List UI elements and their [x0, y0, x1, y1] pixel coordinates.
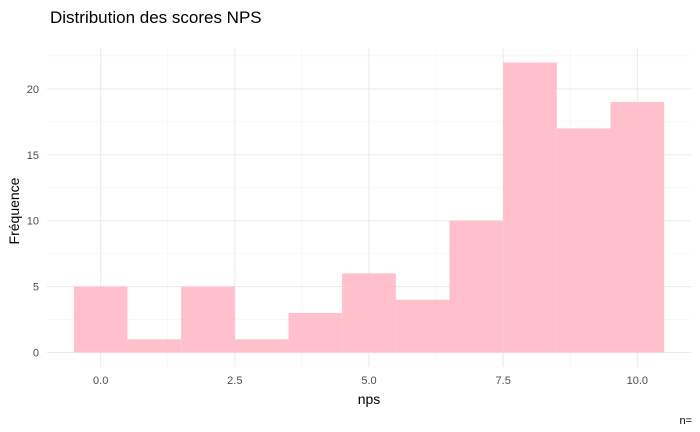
histogram-bar [503, 62, 557, 353]
histogram-bar [556, 128, 611, 353]
y-tick-label: 20 [27, 84, 39, 96]
histogram-bar [342, 273, 396, 353]
chart-title: Distribution des scores NPS [50, 8, 262, 27]
x-tick-label: 10.0 [627, 375, 648, 387]
y-tick-label: 10 [27, 216, 39, 228]
y-axis-title: Fréquence [6, 177, 22, 244]
y-axis-tick-labels: 0 5 10 15 20 [27, 84, 39, 360]
y-tick-label: 5 [33, 282, 39, 294]
histogram-bar [181, 286, 235, 353]
x-tick-label: 0.0 [93, 375, 108, 387]
x-axis-title: nps [358, 391, 381, 407]
histogram-bar [395, 299, 450, 353]
histogram-bar [127, 339, 182, 353]
caption: n= [679, 415, 692, 427]
histogram-bar [73, 286, 128, 353]
x-axis-tick-labels: 0.0 2.5 5.0 7.5 10.0 [93, 375, 648, 387]
histogram-bars [73, 62, 665, 353]
x-tick-label: 7.5 [496, 375, 511, 387]
y-tick-label: 15 [27, 150, 39, 162]
histogram-bar [288, 312, 343, 353]
histogram-bar [449, 220, 504, 353]
x-tick-label: 5.0 [361, 375, 376, 387]
y-tick-label: 0 [33, 348, 39, 360]
x-tick-label: 2.5 [227, 375, 242, 387]
histogram-bar [234, 339, 289, 353]
histogram-bar [610, 102, 665, 353]
